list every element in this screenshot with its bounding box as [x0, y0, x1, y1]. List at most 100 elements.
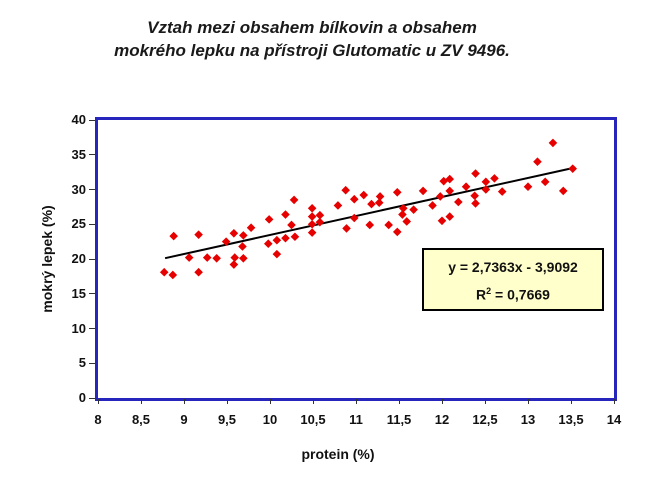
- data-point: [454, 197, 463, 207]
- y-tick-mark: [89, 119, 95, 121]
- data-point: [287, 220, 296, 230]
- data-point: [315, 210, 325, 220]
- r-squared-exponent: 2: [486, 286, 492, 296]
- data-point: [365, 220, 375, 230]
- x-tick-mark: [269, 399, 271, 404]
- data-point: [435, 192, 445, 201]
- x-tick-label: 9,5: [217, 412, 237, 427]
- x-tick-label: 10,5: [300, 412, 326, 427]
- y-tick-mark: [89, 362, 95, 364]
- data-point: [202, 253, 212, 262]
- data-point: [437, 216, 447, 226]
- x-tick-mark: [441, 399, 443, 404]
- x-tick-mark: [140, 399, 142, 404]
- y-tick-mark: [89, 397, 95, 399]
- data-point: [168, 270, 178, 280]
- data-point: [307, 228, 317, 237]
- data-point: [540, 177, 550, 187]
- data-point: [290, 232, 300, 242]
- y-tick-mark: [89, 223, 95, 225]
- data-point: [548, 138, 558, 148]
- data-point: [490, 174, 499, 183]
- data-point: [230, 253, 240, 262]
- data-point: [533, 157, 542, 166]
- data-point: [221, 237, 231, 246]
- y-tick-label: 30: [71, 181, 86, 197]
- data-point: [281, 233, 290, 243]
- data-point: [367, 199, 376, 209]
- x-tick-mark: [355, 399, 357, 404]
- y-tick-label: 5: [78, 355, 86, 371]
- trend-line: [164, 166, 574, 260]
- data-point: [341, 185, 350, 195]
- r-squared-text: R2 = 0,7669: [424, 279, 602, 307]
- r-squared-prefix: R: [476, 286, 487, 303]
- data-point: [307, 212, 317, 221]
- x-tick-mark: [398, 399, 400, 404]
- y-tick-mark: [89, 189, 95, 190]
- data-point: [307, 203, 317, 213]
- data-point: [418, 186, 428, 196]
- x-tick-mark: [613, 399, 615, 404]
- x-tick-mark: [183, 399, 185, 404]
- x-tick-label: 9: [180, 412, 188, 427]
- data-point: [568, 164, 578, 173]
- data-point: [289, 195, 299, 205]
- x-tick-label: 13,5: [558, 412, 584, 427]
- data-point: [184, 253, 194, 262]
- y-tick-mark: [89, 154, 95, 156]
- chart-title-line1: Vztah mezi obsahem bílkovin a obsahem: [147, 18, 477, 37]
- data-point: [229, 228, 239, 238]
- data-point: [246, 223, 256, 233]
- chart-title-line2: mokrého lepku na přístroji Glutomatic u …: [114, 41, 510, 60]
- data-point: [445, 212, 455, 221]
- x-tick-label: 13: [520, 412, 536, 427]
- data-point: [229, 260, 239, 269]
- data-point: [402, 217, 412, 226]
- data-point: [461, 182, 471, 192]
- data-point: [239, 254, 248, 263]
- x-tick-mark: [226, 399, 228, 404]
- x-tick-mark: [312, 399, 314, 404]
- scatter-plot: [159, 138, 578, 280]
- data-point: [470, 191, 479, 201]
- data-point: [392, 187, 402, 197]
- x-tick-mark: [570, 399, 572, 404]
- data-point: [159, 267, 169, 277]
- y-tick-label: 25: [71, 216, 86, 232]
- data-point: [349, 213, 359, 223]
- data-point: [375, 192, 385, 201]
- y-tick-mark: [89, 258, 95, 260]
- data-point: [194, 267, 203, 277]
- data-point: [481, 185, 491, 194]
- data-point: [471, 169, 480, 178]
- data-point: [264, 215, 274, 224]
- x-tick-mark: [527, 399, 529, 404]
- data-point: [281, 210, 290, 219]
- y-tick-label: 35: [71, 146, 86, 162]
- data-point: [439, 176, 449, 186]
- data-point: [471, 199, 480, 208]
- data-point: [523, 182, 533, 192]
- y-tick-mark: [89, 293, 95, 295]
- data-point: [272, 235, 282, 245]
- data-point: [272, 249, 282, 259]
- data-point: [409, 205, 418, 214]
- x-tick-label: 11: [349, 412, 363, 427]
- data-point: [359, 190, 369, 200]
- y-axis-title: mokrý lepek (%): [39, 205, 55, 313]
- data-point: [212, 254, 221, 263]
- x-tick-label: 11,5: [386, 412, 412, 427]
- x-tick-label: 14: [606, 412, 622, 427]
- x-axis-title: protein (%): [301, 446, 375, 462]
- y-tick-label: 20: [71, 251, 86, 266]
- data-point: [558, 186, 568, 196]
- data-point: [263, 239, 273, 249]
- data-point: [392, 227, 402, 237]
- data-point: [194, 230, 203, 239]
- data-point: [342, 224, 351, 233]
- x-tick-label: 10: [262, 412, 278, 427]
- x-tick-mark: [484, 399, 486, 404]
- equation-text: y = 2,7363x - 3,9092: [448, 259, 578, 275]
